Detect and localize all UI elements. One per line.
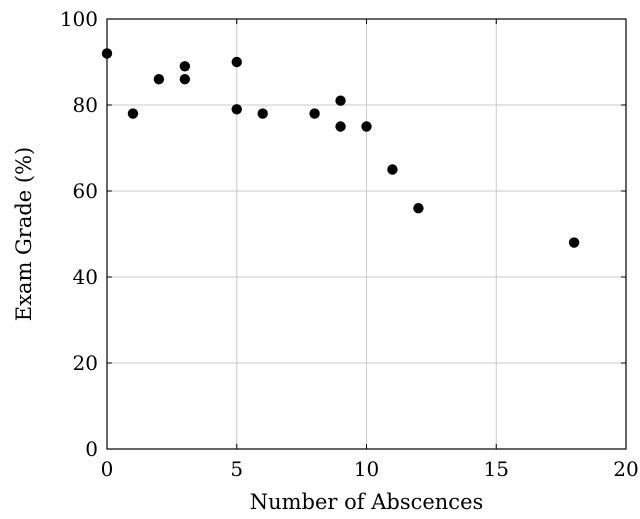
x-axis-label: Number of Abscences [250, 490, 484, 514]
data-point [127, 108, 139, 119]
data-point [335, 95, 346, 106]
data-point [231, 56, 242, 68]
x-tick-labels: 0 5 10 15 20 [101, 457, 639, 481]
y-tick-label: 80 [73, 93, 98, 117]
x-tick-label: 15 [484, 457, 509, 481]
y-axis-label: Exam Grade (%) [12, 147, 36, 322]
data-point [387, 164, 398, 175]
data-points [101, 48, 580, 248]
x-tick-label: 0 [101, 457, 114, 481]
data-point [413, 203, 424, 214]
data-point [309, 108, 320, 119]
y-tick-label: 100 [60, 7, 98, 31]
y-tick-label: 60 [73, 179, 98, 203]
data-point [257, 108, 268, 119]
y-tick-label: 20 [73, 351, 98, 375]
y-tick-label: 40 [73, 265, 98, 289]
data-point [179, 61, 191, 72]
data-point [568, 237, 580, 248]
x-tick-label: 10 [354, 457, 379, 481]
data-point [335, 121, 346, 132]
data-point [153, 74, 165, 85]
x-tick-label: 5 [230, 457, 243, 481]
plot-frame [106, 18, 627, 450]
data-point [231, 104, 242, 115]
data-point [179, 74, 191, 85]
x-tick-label: 20 [613, 457, 638, 481]
data-point [361, 121, 372, 132]
y-tick-label: 0 [85, 437, 98, 461]
y-tick-labels: 0 20 40 60 80 100 [60, 7, 98, 461]
